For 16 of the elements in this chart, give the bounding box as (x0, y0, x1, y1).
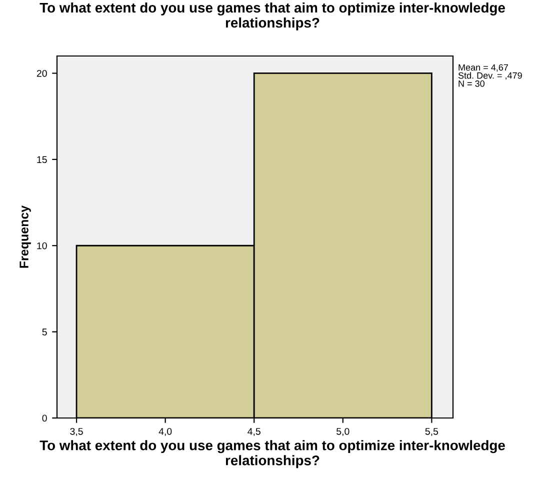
y-tick-label: 15 (37, 156, 47, 164)
y-tick-label: 10 (37, 242, 47, 250)
x-tick-label: 4,0 (158, 428, 172, 436)
text: Mean = 4,67 (458, 64, 508, 72)
x-tick-label: 5,5 (425, 428, 438, 436)
y-axis-title: Frequency (20, 205, 31, 268)
text: N = 30 (458, 80, 484, 87)
x-tick-label: 5,0 (336, 428, 350, 436)
text: Std. Dev. = ,479 (458, 72, 522, 80)
x-tick-label: 4,5 (248, 428, 260, 436)
x-tick-label: 3,5 (70, 428, 83, 436)
y-tick-label: 20 (36, 70, 47, 77)
x-axis-title: To what extent do you use games that aim to optimize inter-knowledge relationships? (40, 440, 505, 468)
chart-title: To what extent do you use games that aim to optimize inter-knowledge relationships? (40, 2, 505, 30)
y-tick-label: 0 (42, 414, 47, 422)
y-tick-label: 5 (42, 328, 47, 336)
